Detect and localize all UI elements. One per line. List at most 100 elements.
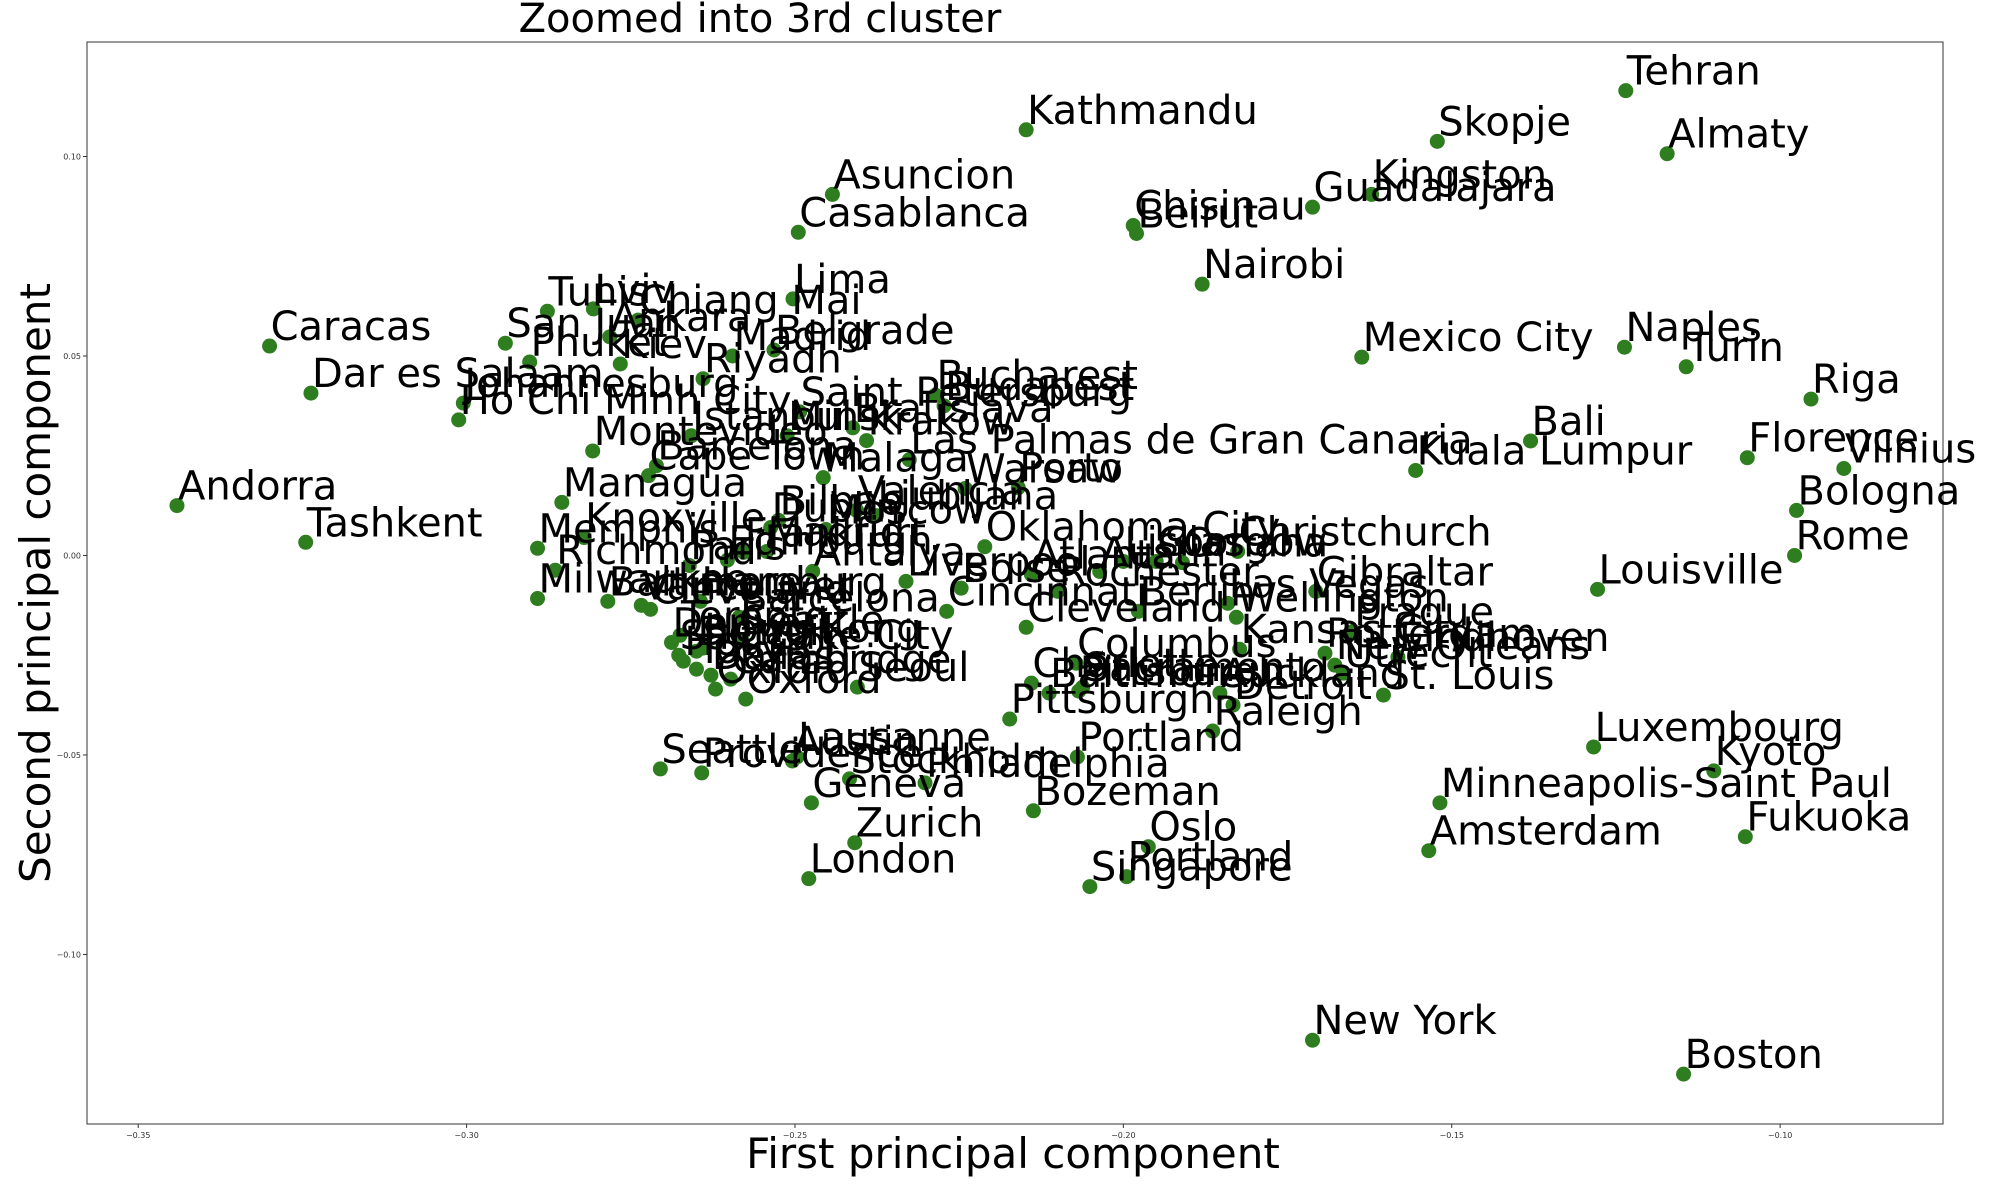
point-label: Beirut — [1138, 192, 1259, 238]
data-point — [703, 667, 719, 683]
data-point — [1025, 803, 1041, 819]
data-point — [530, 591, 546, 607]
data-point — [1082, 879, 1098, 895]
y-tick-label: 0.10 — [63, 153, 81, 162]
x-tick-label: −0.10 — [1768, 1131, 1793, 1140]
point-label: Oslo — [1149, 805, 1237, 851]
data-point — [1317, 645, 1333, 661]
point-label: Mexico City — [1363, 315, 1594, 361]
data-point — [1429, 133, 1445, 149]
point-label: Valencia — [858, 468, 1025, 514]
point-label: Andorra — [178, 464, 337, 510]
point-label: Vilnius — [1845, 426, 1976, 472]
y-tick-label: 0.00 — [63, 551, 81, 560]
point-label: Kansas City — [1241, 607, 1474, 653]
data-point — [1676, 1066, 1692, 1082]
data-point — [953, 580, 969, 596]
point-label: Seattle — [743, 598, 885, 644]
x-tick-label: −0.30 — [454, 1131, 479, 1140]
data-point — [847, 835, 863, 851]
point-label: Cleveland — [1027, 585, 1225, 631]
point-label: Portland — [1128, 835, 1294, 881]
data-point — [1305, 199, 1321, 215]
point-label: Glasgow — [1157, 519, 1327, 565]
point-label: Tehran — [1626, 49, 1761, 95]
data-point — [1023, 675, 1039, 691]
point-label: Las Palmas de Gran Canaria — [910, 418, 1472, 464]
point-label: Eindhoven — [1399, 615, 1610, 661]
data-point — [1230, 543, 1246, 559]
point-label: Vancouver — [642, 563, 853, 609]
point-label: Christchurch — [1239, 509, 1492, 555]
data-point — [1739, 450, 1755, 466]
point-label: Kingston — [1373, 152, 1547, 198]
data-point — [652, 761, 668, 777]
point-label: Sacramento — [1084, 645, 1326, 691]
data-point — [1228, 609, 1244, 625]
data-point — [585, 443, 601, 459]
data-point — [169, 498, 185, 514]
data-point — [1390, 649, 1406, 665]
x-axis-label: First principal component — [746, 1129, 1280, 1178]
point-label: Tunis — [547, 269, 649, 315]
data-point — [1018, 122, 1034, 138]
point-label: Riyadh — [704, 337, 842, 383]
point-label: Pittsburgh — [1080, 649, 1284, 695]
point-label: Ho Chi Minh City — [460, 378, 792, 424]
point-label: Ljubljana — [877, 474, 1058, 520]
data-point — [936, 398, 952, 414]
point-label: Pittsburgh — [1011, 677, 1215, 723]
data-point — [576, 530, 592, 546]
point-label: Seattle — [661, 727, 803, 773]
point-label: Naples — [1625, 305, 1761, 351]
point-label: Lviv — [594, 267, 675, 313]
data-point — [1335, 665, 1351, 681]
data-point — [1068, 655, 1084, 671]
x-tick-label: −0.25 — [783, 1131, 808, 1140]
point-label: Utrecht — [1344, 631, 1492, 677]
point-label: Toronto — [680, 593, 829, 639]
point-label: Antalya — [814, 529, 966, 575]
point-label: Belgrade — [775, 308, 955, 354]
point-label: Memphis — [539, 506, 720, 552]
data-point — [1129, 226, 1145, 242]
data-point — [1616, 339, 1632, 355]
data-point — [1225, 697, 1241, 713]
point-label: Philadelphia — [926, 741, 1170, 787]
data-point — [1041, 685, 1057, 701]
point-label: Knoxville — [585, 496, 765, 542]
data-point — [688, 661, 704, 677]
data-point — [664, 634, 680, 650]
point-label: Warsaw — [966, 446, 1122, 492]
data-point — [939, 603, 955, 619]
data-point — [1205, 723, 1221, 739]
data-point — [779, 428, 795, 444]
data-point — [1345, 623, 1361, 639]
data-point — [928, 387, 944, 403]
point-label: Oxford — [717, 647, 852, 693]
data-point — [1659, 146, 1675, 162]
point-label: Baltimore — [609, 559, 802, 605]
point-label: Barcelona — [657, 424, 857, 470]
point-label: Salt Lake City — [680, 613, 954, 659]
data-point — [303, 385, 319, 401]
point-label: Milwaukee — [539, 557, 749, 603]
data-point — [1002, 711, 1018, 727]
data-point — [1586, 739, 1602, 755]
data-point — [723, 671, 739, 687]
data-point — [917, 775, 933, 791]
data-point — [803, 795, 819, 811]
point-label: New York — [1314, 998, 1498, 1044]
point-label: Bucharest — [937, 353, 1138, 399]
data-point — [1375, 687, 1391, 703]
data-point — [585, 301, 601, 317]
point-label: Boston — [1685, 1032, 1823, 1078]
point-label: Bilbao — [780, 478, 904, 524]
data-point — [859, 433, 875, 449]
point-label: Kiev — [621, 322, 707, 368]
point-label: Chisinau — [1134, 184, 1306, 230]
data-point — [1432, 795, 1448, 811]
data-point — [868, 508, 884, 524]
data-point — [734, 632, 750, 648]
data-point — [1618, 83, 1634, 99]
